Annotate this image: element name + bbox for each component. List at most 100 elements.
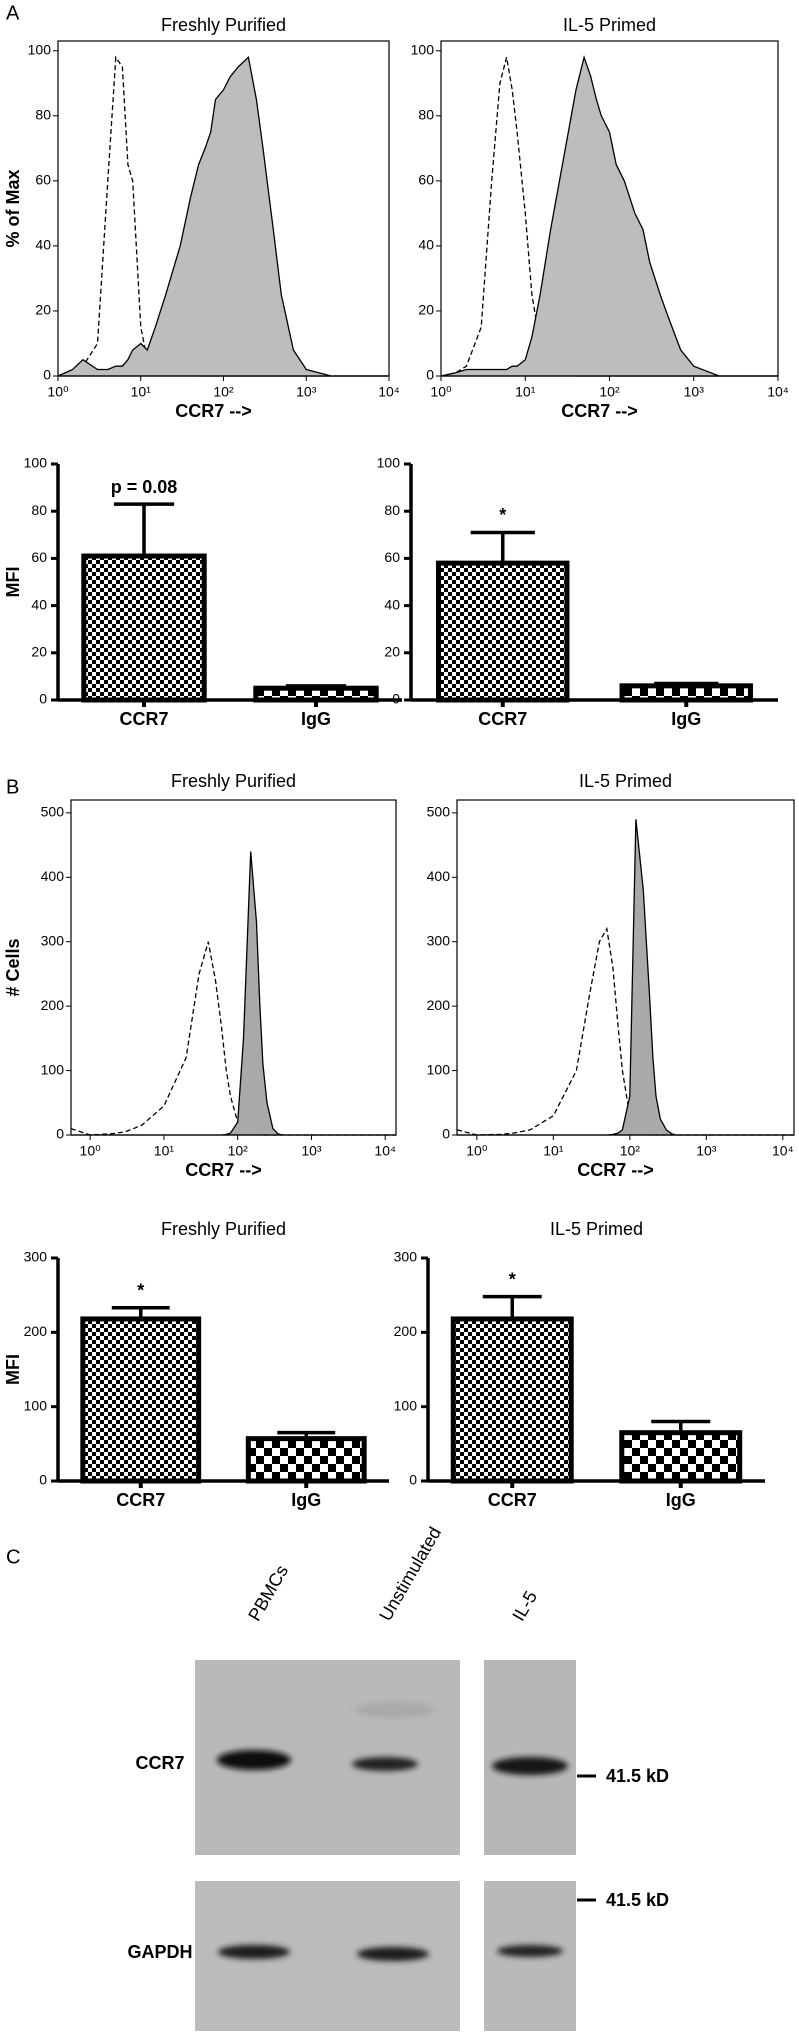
western-blot: PBMCs Unstimulated IL-5 CCR7 GAPDH 41.5 …	[127, 1523, 669, 2031]
y-tick-label: 0	[56, 1126, 64, 1142]
y-axis-label: MFI	[3, 567, 23, 598]
bar	[253, 685, 379, 703]
y-tick-label: 40	[31, 596, 47, 612]
histogram-area	[440, 55, 778, 377]
histogram-area	[71, 851, 396, 1136]
x-tick-label: IgG	[671, 709, 701, 729]
x-tick-label: CCR7	[119, 709, 168, 729]
y-tick-label: 60	[35, 172, 51, 188]
x-tick-label: 10⁴	[772, 1143, 794, 1159]
bar	[436, 560, 570, 703]
y-tick-label: 100	[377, 455, 401, 471]
y-tick-label: 100	[24, 1397, 48, 1413]
value-annotation: *	[509, 1269, 516, 1289]
chart-title: IL-5 Primed	[550, 1219, 643, 1239]
y-tick-label: 0	[442, 1126, 450, 1142]
y-tick-label: 200	[41, 997, 65, 1013]
x-tick-label: 10⁴	[767, 384, 789, 400]
x-tick-label: CCR7	[116, 1490, 165, 1510]
y-tick-label: 0	[39, 691, 47, 707]
x-tick-label: 10¹	[515, 384, 536, 400]
y-tick-label: 500	[41, 804, 65, 820]
x-axis-label: CCR7 -->	[185, 1160, 262, 1180]
x-tick-label: 10³	[296, 384, 317, 400]
y-tick-label: 40	[418, 237, 434, 253]
y-tick-label: 0	[43, 367, 51, 383]
band	[217, 1750, 291, 1770]
y-tick-label: 300	[41, 932, 65, 948]
band	[218, 1945, 290, 1959]
y-tick-label: 100	[411, 41, 435, 57]
chart-title: IL-5 Primed	[563, 15, 656, 35]
y-axis-label: % of Max	[3, 169, 23, 247]
row-label: CCR7	[135, 1753, 184, 1773]
y-tick-label: 60	[418, 172, 434, 188]
value-annotation: *	[499, 505, 506, 525]
lane-label: Unstimulated	[375, 1523, 445, 1624]
y-tick-label: 200	[427, 997, 451, 1013]
y-axis-label: # Cells	[3, 938, 23, 996]
x-tick-label: 10²	[213, 384, 234, 400]
x-axis-label: CCR7 -->	[577, 1160, 654, 1180]
band	[497, 1945, 563, 1957]
y-tick-label: 0	[409, 1472, 417, 1488]
bar	[619, 1430, 743, 1484]
panel-label: B	[6, 776, 19, 798]
chart-title: Freshly Purified	[161, 1219, 286, 1239]
x-tick-label: CCR7	[488, 1490, 537, 1510]
y-tick-label: 200	[394, 1323, 418, 1339]
histogram-line	[70, 941, 396, 1136]
x-tick-label: 10¹	[154, 1143, 175, 1159]
bar	[80, 1316, 202, 1484]
x-axis-label: CCR7 -->	[175, 401, 252, 421]
y-tick-label: 0	[39, 1472, 47, 1488]
y-tick-label: 80	[418, 107, 434, 123]
chart-title: IL-5 Primed	[579, 771, 672, 791]
x-tick-label: IgG	[666, 1490, 696, 1510]
x-tick-label: 10¹	[131, 384, 152, 400]
x-axis-label: CCR7 -->	[561, 401, 638, 421]
x-tick-label: 10⁴	[374, 1143, 396, 1159]
x-tick-label: CCR7	[478, 709, 527, 729]
plot-frame	[456, 799, 795, 1136]
y-tick-label: 100	[41, 1061, 65, 1077]
y-tick-label: 0	[426, 367, 434, 383]
y-tick-label: 20	[35, 302, 51, 318]
bar	[450, 1316, 574, 1484]
y-tick-label: 60	[384, 549, 400, 565]
y-tick-label: 20	[384, 644, 400, 660]
x-tick-label: 10⁰	[430, 384, 452, 400]
value-annotation: p = 0.08	[111, 477, 178, 497]
histogram-line	[456, 926, 794, 1136]
y-tick-label: 20	[31, 644, 47, 660]
y-tick-label: 100	[28, 41, 52, 57]
plot-frame	[70, 799, 397, 1136]
y-tick-label: 80	[384, 502, 400, 518]
y-tick-label: 300	[427, 932, 451, 948]
chart-title: Freshly Purified	[171, 771, 296, 791]
y-tick-label: 60	[31, 549, 47, 565]
y-tick-label: 100	[427, 1061, 451, 1077]
x-tick-label: 10³	[684, 384, 705, 400]
value-annotation: *	[137, 1281, 144, 1301]
panel-label: C	[6, 1546, 20, 1568]
y-tick-label: 80	[31, 502, 47, 518]
band	[352, 1757, 418, 1771]
y-tick-label: 400	[427, 868, 451, 884]
y-tick-label: 200	[24, 1323, 48, 1339]
x-tick-label: 10²	[620, 1143, 641, 1159]
smear	[355, 1702, 435, 1718]
x-tick-label: 10⁰	[47, 384, 69, 400]
y-tick-label: 40	[35, 237, 51, 253]
x-tick-label: 10⁰	[80, 1143, 102, 1159]
lane-label: IL-5	[508, 1588, 541, 1625]
x-tick-label: 10²	[228, 1143, 249, 1159]
y-tick-label: 40	[384, 596, 400, 612]
row-label: GAPDH	[127, 1942, 192, 1962]
band	[492, 1757, 568, 1775]
bar	[245, 1436, 367, 1484]
y-axis-label: MFI	[3, 1354, 23, 1385]
x-tick-label: 10⁰	[466, 1143, 488, 1159]
x-tick-label: 10³	[696, 1143, 717, 1159]
chart-title: Freshly Purified	[161, 15, 286, 35]
